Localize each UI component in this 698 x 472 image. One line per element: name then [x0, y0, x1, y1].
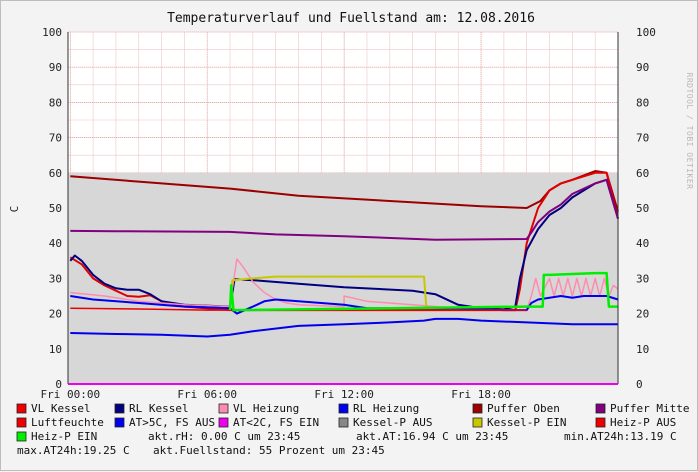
- series-line: [70, 317, 618, 338]
- legend-label: VL Heizung: [233, 402, 299, 415]
- legend-swatch: [338, 417, 349, 428]
- legend-label: Kessel-P AUS: [353, 416, 432, 429]
- y-tick-label-left: 100: [42, 26, 62, 39]
- legend-swatch: [595, 403, 606, 414]
- x-tick-label: Fri 18:00: [451, 388, 511, 401]
- legend-label: Puffer Mitte: [610, 402, 689, 415]
- y-tick-label-right: 30: [636, 272, 649, 285]
- legend-label: Puffer Oben: [487, 402, 560, 415]
- y-tick-label-right: 0: [636, 378, 643, 391]
- series-lines: [69, 170, 619, 338]
- legend-label: VL Kessel: [31, 402, 91, 415]
- stat-text: akt.AT:16.94 C um 23:45: [356, 430, 508, 443]
- stat-text: max.AT24h:19.25 C: [17, 444, 130, 457]
- y-tick-label-left: 30: [49, 272, 62, 285]
- y-tick-label-left: 80: [49, 96, 62, 109]
- series-line: [228, 271, 618, 312]
- x-tick-label: Fri 00:00: [40, 388, 100, 401]
- legend-swatch: [218, 417, 229, 428]
- y-tick-label-right: 50: [636, 202, 649, 215]
- y-tick-label-right: 20: [636, 308, 649, 321]
- legend-swatch: [16, 431, 27, 442]
- legend-label: Luftfeuchte: [31, 416, 104, 429]
- stat-text: akt.rH: 0.00 C um 23:45: [148, 430, 300, 443]
- legend-label: AT>5C, FS AUS: [129, 416, 215, 429]
- x-tick-label: Fri 06:00: [177, 388, 237, 401]
- legend-label: RL Heizung: [353, 402, 419, 415]
- legend-swatch: [472, 417, 483, 428]
- y-tick-label-right: 90: [636, 61, 649, 74]
- y-axis-label: C: [8, 206, 21, 213]
- series-line: [70, 170, 619, 212]
- y-tick-label-left: 50: [49, 202, 62, 215]
- legend-swatch: [16, 403, 27, 414]
- series-line: [229, 275, 428, 311]
- stats: akt.rH: 0.00 C um 23:45 akt.AT:16.94 C um…: [17, 430, 677, 457]
- y-tick-label-right: 70: [636, 132, 649, 145]
- legend-label: Heiz-P AUS: [610, 416, 676, 429]
- stat-text: akt.Fuellstand: 55 Prozent um 23:45: [153, 444, 385, 457]
- legend-swatch: [595, 417, 606, 428]
- y-tick-label-left: 10: [49, 343, 62, 356]
- legend-swatch: [472, 403, 483, 414]
- legend-label: Heiz-P EIN: [31, 430, 97, 443]
- legend-swatch: [114, 417, 125, 428]
- y-tick-label-left: 0: [55, 378, 62, 391]
- y-tick-label-left: 20: [49, 308, 62, 321]
- legend-swatch: [114, 403, 125, 414]
- stat-text: min.AT24h:13.19 C: [564, 430, 677, 443]
- axes: 0 0 10 10 20 20 30 30 40 40 50 50 60 60 70 70 80 80 90 90 10…: [40, 26, 655, 401]
- y-tick-label-right: 100: [636, 26, 656, 39]
- y-tick-label-right: 10: [636, 343, 649, 356]
- y-tick-label-left: 40: [49, 237, 62, 250]
- y-tick-label-right: 40: [636, 237, 649, 250]
- series-line: [69, 178, 619, 311]
- series-line: [70, 178, 619, 241]
- legend-label: AT<2C, FS EIN: [233, 416, 319, 429]
- y-tick-label-right: 60: [636, 167, 649, 180]
- legend-label: Kessel-P EIN: [487, 416, 566, 429]
- y-tick-label-left: 70: [49, 132, 62, 145]
- y-tick-label-left: 60: [49, 167, 62, 180]
- legend-swatch: [16, 417, 27, 428]
- legend: VL Kessel RL Kessel VL Heizung RL Heizung Pu…: [16, 402, 689, 443]
- legend-swatch: [338, 403, 349, 414]
- legend-label: RL Kessel: [129, 402, 189, 415]
- x-tick-label: Fri 12:00: [314, 388, 374, 401]
- y-tick-label-right: 80: [636, 96, 649, 109]
- y-tick-label-left: 90: [49, 61, 62, 74]
- watermark: RRDTOOL / TOBI OETIKER: [685, 73, 694, 190]
- legend-swatch: [218, 403, 229, 414]
- chart-title: Temperaturverlauf und Fuellstand am: 12.…: [167, 11, 535, 26]
